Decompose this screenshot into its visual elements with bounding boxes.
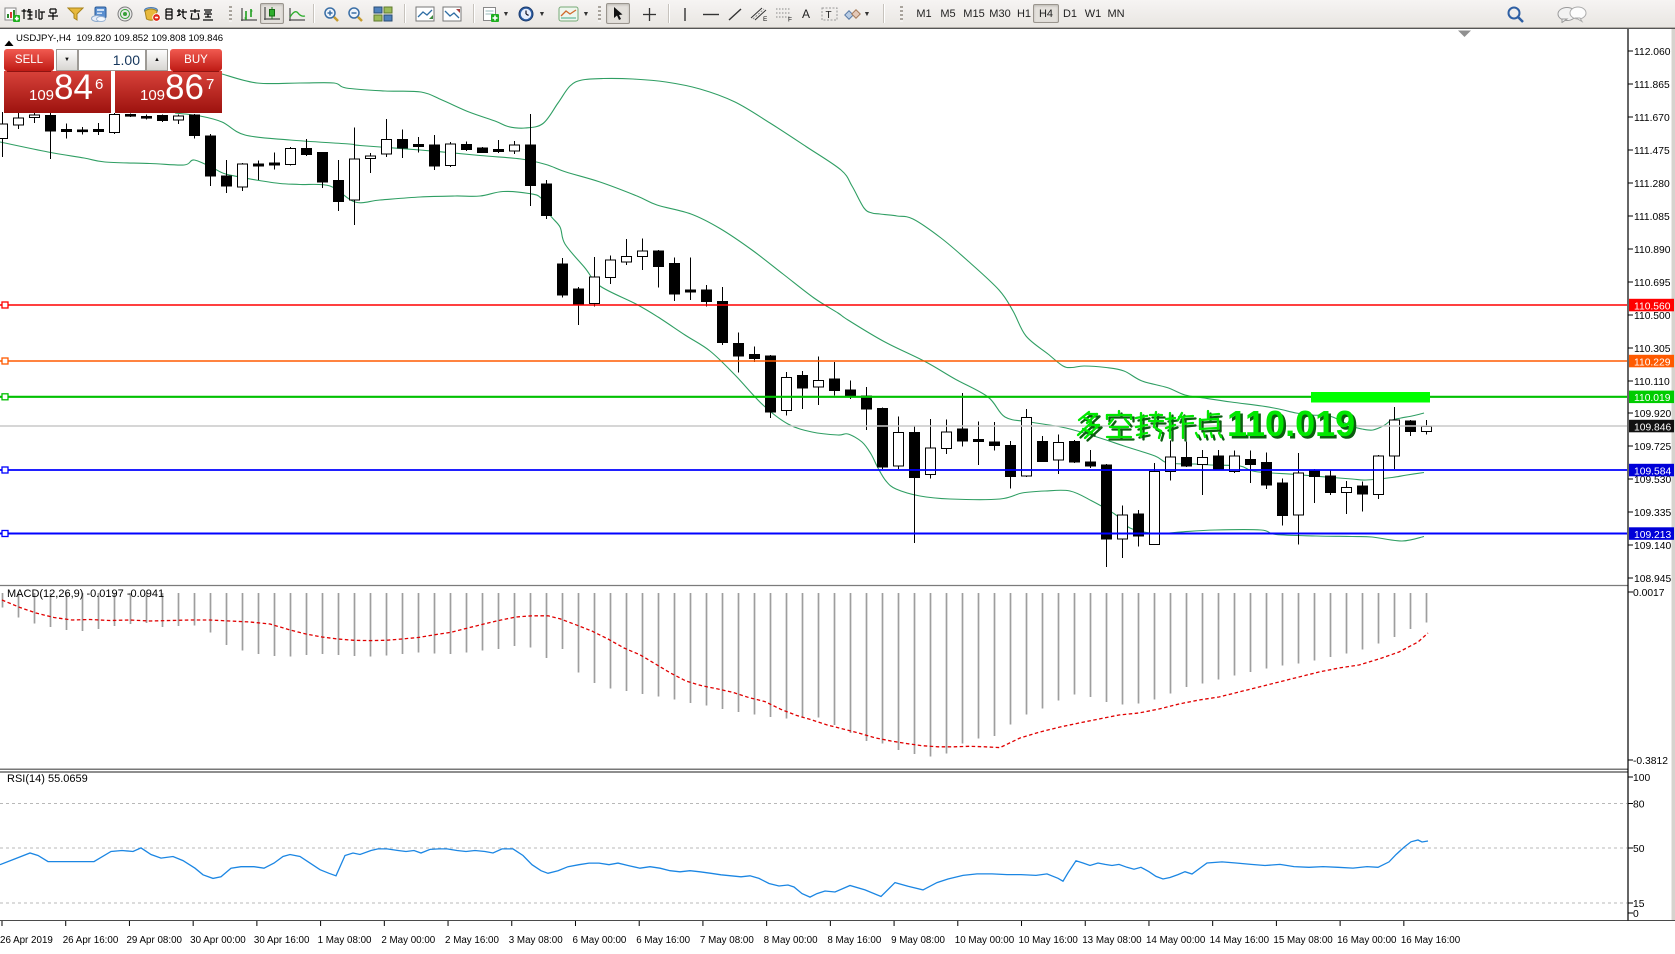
svg-text:7 May 08:00: 7 May 08:00 — [700, 935, 754, 946]
svg-text:110.019: 110.019 — [1634, 393, 1671, 404]
svg-text:T: T — [825, 10, 831, 21]
svg-text:10 May 16:00: 10 May 16:00 — [1019, 935, 1079, 946]
svg-text:111.280: 111.280 — [1634, 179, 1670, 190]
svg-text:110.560: 110.560 — [1634, 301, 1671, 312]
svg-text:111.085: 111.085 — [1634, 212, 1670, 223]
svg-text:0.0017: 0.0017 — [1633, 588, 1665, 599]
svg-text:E: E — [763, 16, 768, 22]
svg-text:80: 80 — [1633, 800, 1645, 811]
svg-text:14 May 16:00: 14 May 16:00 — [1210, 935, 1270, 946]
svg-text:109.335: 109.335 — [1634, 508, 1671, 519]
svg-text:109.920: 109.920 — [1634, 409, 1671, 420]
svg-text:6 May 16:00: 6 May 16:00 — [636, 935, 690, 946]
svg-text:109.846: 109.846 — [1634, 422, 1671, 433]
svg-text:F: F — [788, 17, 792, 23]
svg-text:29 Apr 08:00: 29 Apr 08:00 — [126, 935, 182, 946]
svg-text:14 May 00:00: 14 May 00:00 — [1146, 935, 1206, 946]
svg-text:110.019: 110.019 — [1227, 403, 1355, 444]
svg-text:26 Apr 2019: 26 Apr 2019 — [0, 935, 53, 946]
svg-text:0: 0 — [1633, 909, 1639, 920]
svg-text:109.213: 109.213 — [1634, 530, 1671, 541]
svg-text:RSI(14) 55.0659: RSI(14) 55.0659 — [7, 773, 88, 785]
svg-text:109.584: 109.584 — [1634, 466, 1671, 477]
svg-text:9 May 08:00: 9 May 08:00 — [891, 935, 945, 946]
svg-text:10 May 00:00: 10 May 00:00 — [955, 935, 1015, 946]
svg-text:8 May 16:00: 8 May 16:00 — [827, 935, 881, 946]
svg-text:1 May 08:00: 1 May 08:00 — [318, 935, 372, 946]
svg-text:110.695: 110.695 — [1634, 278, 1671, 289]
svg-text:30 Apr 16:00: 30 Apr 16:00 — [254, 935, 310, 946]
svg-text:109.140: 109.140 — [1634, 541, 1671, 552]
svg-text:15 May 08:00: 15 May 08:00 — [1273, 935, 1333, 946]
svg-text:16 May 00:00: 16 May 00:00 — [1337, 935, 1397, 946]
svg-text:3 May 08:00: 3 May 08:00 — [509, 935, 563, 946]
svg-text:110.229: 110.229 — [1634, 357, 1671, 368]
svg-text:2 May 00:00: 2 May 00:00 — [381, 935, 435, 946]
svg-text:2 May 16:00: 2 May 16:00 — [445, 935, 499, 946]
svg-text:100: 100 — [1633, 773, 1650, 784]
svg-text:MACD(12,26,9) -0.0197 -0.0941: MACD(12,26,9) -0.0197 -0.0941 — [7, 588, 164, 600]
svg-text:16 May 16:00: 16 May 16:00 — [1401, 935, 1461, 946]
svg-text:8 May 00:00: 8 May 00:00 — [764, 935, 818, 946]
svg-text:110.890: 110.890 — [1634, 245, 1671, 256]
svg-text:110.110: 110.110 — [1634, 377, 1670, 388]
svg-text:110.500: 110.500 — [1634, 311, 1671, 322]
svg-text:111.865: 111.865 — [1634, 80, 1670, 91]
svg-text:111.670: 111.670 — [1634, 113, 1670, 124]
svg-text:50: 50 — [1633, 844, 1645, 855]
svg-text:13 May 08:00: 13 May 08:00 — [1082, 935, 1142, 946]
svg-text:-0.3812: -0.3812 — [1633, 756, 1668, 767]
svg-text:26 Apr 16:00: 26 Apr 16:00 — [63, 935, 119, 946]
svg-text:112.060: 112.060 — [1634, 47, 1671, 58]
svg-text:110.305: 110.305 — [1634, 344, 1671, 355]
svg-text:111.475: 111.475 — [1634, 146, 1670, 157]
svg-text:30 Apr 00:00: 30 Apr 00:00 — [190, 935, 246, 946]
svg-text:108.945: 108.945 — [1634, 574, 1671, 585]
svg-text:6 May 00:00: 6 May 00:00 — [572, 935, 626, 946]
svg-text:109.725: 109.725 — [1634, 442, 1671, 453]
